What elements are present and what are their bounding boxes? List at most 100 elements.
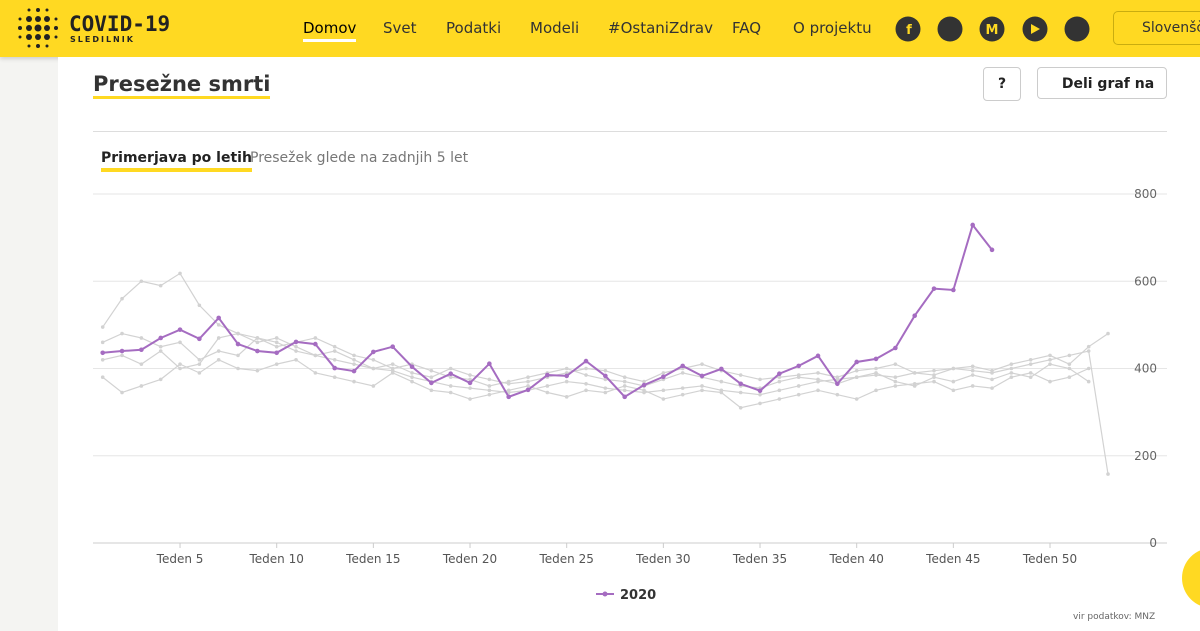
data-point: [970, 222, 975, 228]
data-point: [429, 388, 434, 393]
share-button[interactable]: Deli graf na: [1037, 67, 1167, 99]
nav-link[interactable]: O projektu: [793, 19, 872, 37]
data-point: [680, 371, 685, 375]
data-point: [313, 353, 318, 358]
nav-link[interactable]: Podatki: [446, 19, 502, 37]
data-point: [371, 349, 376, 355]
data-point: [197, 303, 202, 308]
data-point: [1067, 362, 1072, 366]
data-point: [255, 368, 260, 373]
data-point: [1009, 366, 1014, 371]
data-point: [274, 362, 279, 366]
data-point: [1048, 362, 1052, 366]
data-point: [178, 362, 182, 366]
data-point: [777, 397, 782, 401]
x-tick-label: Teden 25: [539, 552, 594, 566]
data-point: [932, 379, 936, 384]
data-point: [854, 368, 859, 373]
data-point: [468, 386, 472, 390]
data-point: [990, 377, 994, 382]
data-point: [1086, 366, 1091, 371]
logo-title[interactable]: COVID-19: [69, 12, 171, 36]
data-point: [893, 362, 898, 366]
data-point: [758, 392, 762, 397]
data-point: [448, 371, 453, 377]
data-point: [603, 390, 608, 395]
data-point: [352, 357, 356, 362]
data-point: [912, 313, 917, 319]
data-point: [100, 375, 105, 380]
data-point: [178, 340, 182, 345]
divider: [93, 131, 1167, 132]
data-point: [1028, 375, 1033, 380]
data-point: [738, 390, 743, 395]
data-point: [680, 392, 685, 397]
data-point: [1009, 375, 1014, 380]
data-point: [700, 362, 704, 366]
data-point: [951, 388, 956, 393]
data-point: [120, 296, 124, 301]
nav-link[interactable]: Modeli: [530, 19, 580, 37]
data-point: [777, 375, 782, 380]
data-point: [893, 375, 898, 380]
card-title: Presežne smrti: [93, 72, 271, 99]
data-point: [293, 339, 299, 345]
tab-active[interactable]: Primerjava po letih: [101, 150, 252, 172]
data-point: [1028, 371, 1033, 375]
data-point: [835, 392, 840, 397]
nav-link[interactable]: Domov: [303, 19, 357, 42]
data-point: [603, 386, 608, 390]
data-point: [139, 279, 144, 284]
data-point: [893, 379, 898, 384]
data-point: [970, 368, 975, 373]
tab[interactable]: Presežek glede na zadnjih 5 let: [250, 150, 469, 166]
data-point: [390, 362, 395, 366]
data-point: [641, 382, 647, 388]
data-point: [893, 345, 898, 351]
data-point: [235, 341, 241, 347]
data-point: [854, 375, 859, 380]
x-tick-label: Teden 35: [732, 552, 787, 566]
x-tick-label: Teden 40: [828, 552, 883, 566]
data-point: [680, 363, 685, 369]
data-point: [700, 388, 704, 393]
data-point: [738, 381, 743, 387]
data-point: [700, 384, 704, 388]
data-point: [100, 357, 105, 362]
nav-link[interactable]: Svet: [383, 19, 417, 37]
data-point: [351, 368, 357, 374]
data-point: [429, 375, 434, 380]
source-note: vir podatkov: MNZ: [1073, 612, 1156, 622]
language-select[interactable]: Slovenšč: [1113, 11, 1200, 45]
data-point: [835, 377, 840, 382]
data-point: [564, 379, 569, 384]
data-point: [564, 395, 569, 399]
data-point: [448, 366, 453, 371]
data-point: [216, 323, 221, 327]
floating-button[interactable]: [1182, 548, 1200, 608]
data-point: [970, 364, 975, 369]
data-point: [796, 363, 801, 369]
data-point: [990, 386, 994, 390]
data-point: [854, 397, 859, 401]
data-point: [487, 377, 492, 382]
data-point: [178, 366, 182, 371]
data-point: [448, 375, 453, 380]
nav-link[interactable]: FAQ: [732, 19, 762, 37]
data-point: [622, 394, 627, 400]
nav-link[interactable]: #OstaniZdrav: [608, 19, 713, 37]
data-point: [738, 405, 743, 410]
data-point: [642, 379, 646, 384]
y-tick-label: 800: [1134, 187, 1157, 201]
data-point: [661, 388, 666, 393]
data-point: [216, 357, 221, 362]
data-point: [796, 373, 801, 377]
help-button[interactable]: ?: [983, 67, 1021, 101]
data-point: [661, 397, 666, 401]
data-point: [429, 368, 434, 373]
data-point: [584, 388, 588, 393]
svg-text:M: M: [986, 23, 999, 38]
data-point: [197, 362, 202, 366]
x-tick-label: Teden 20: [442, 552, 497, 566]
